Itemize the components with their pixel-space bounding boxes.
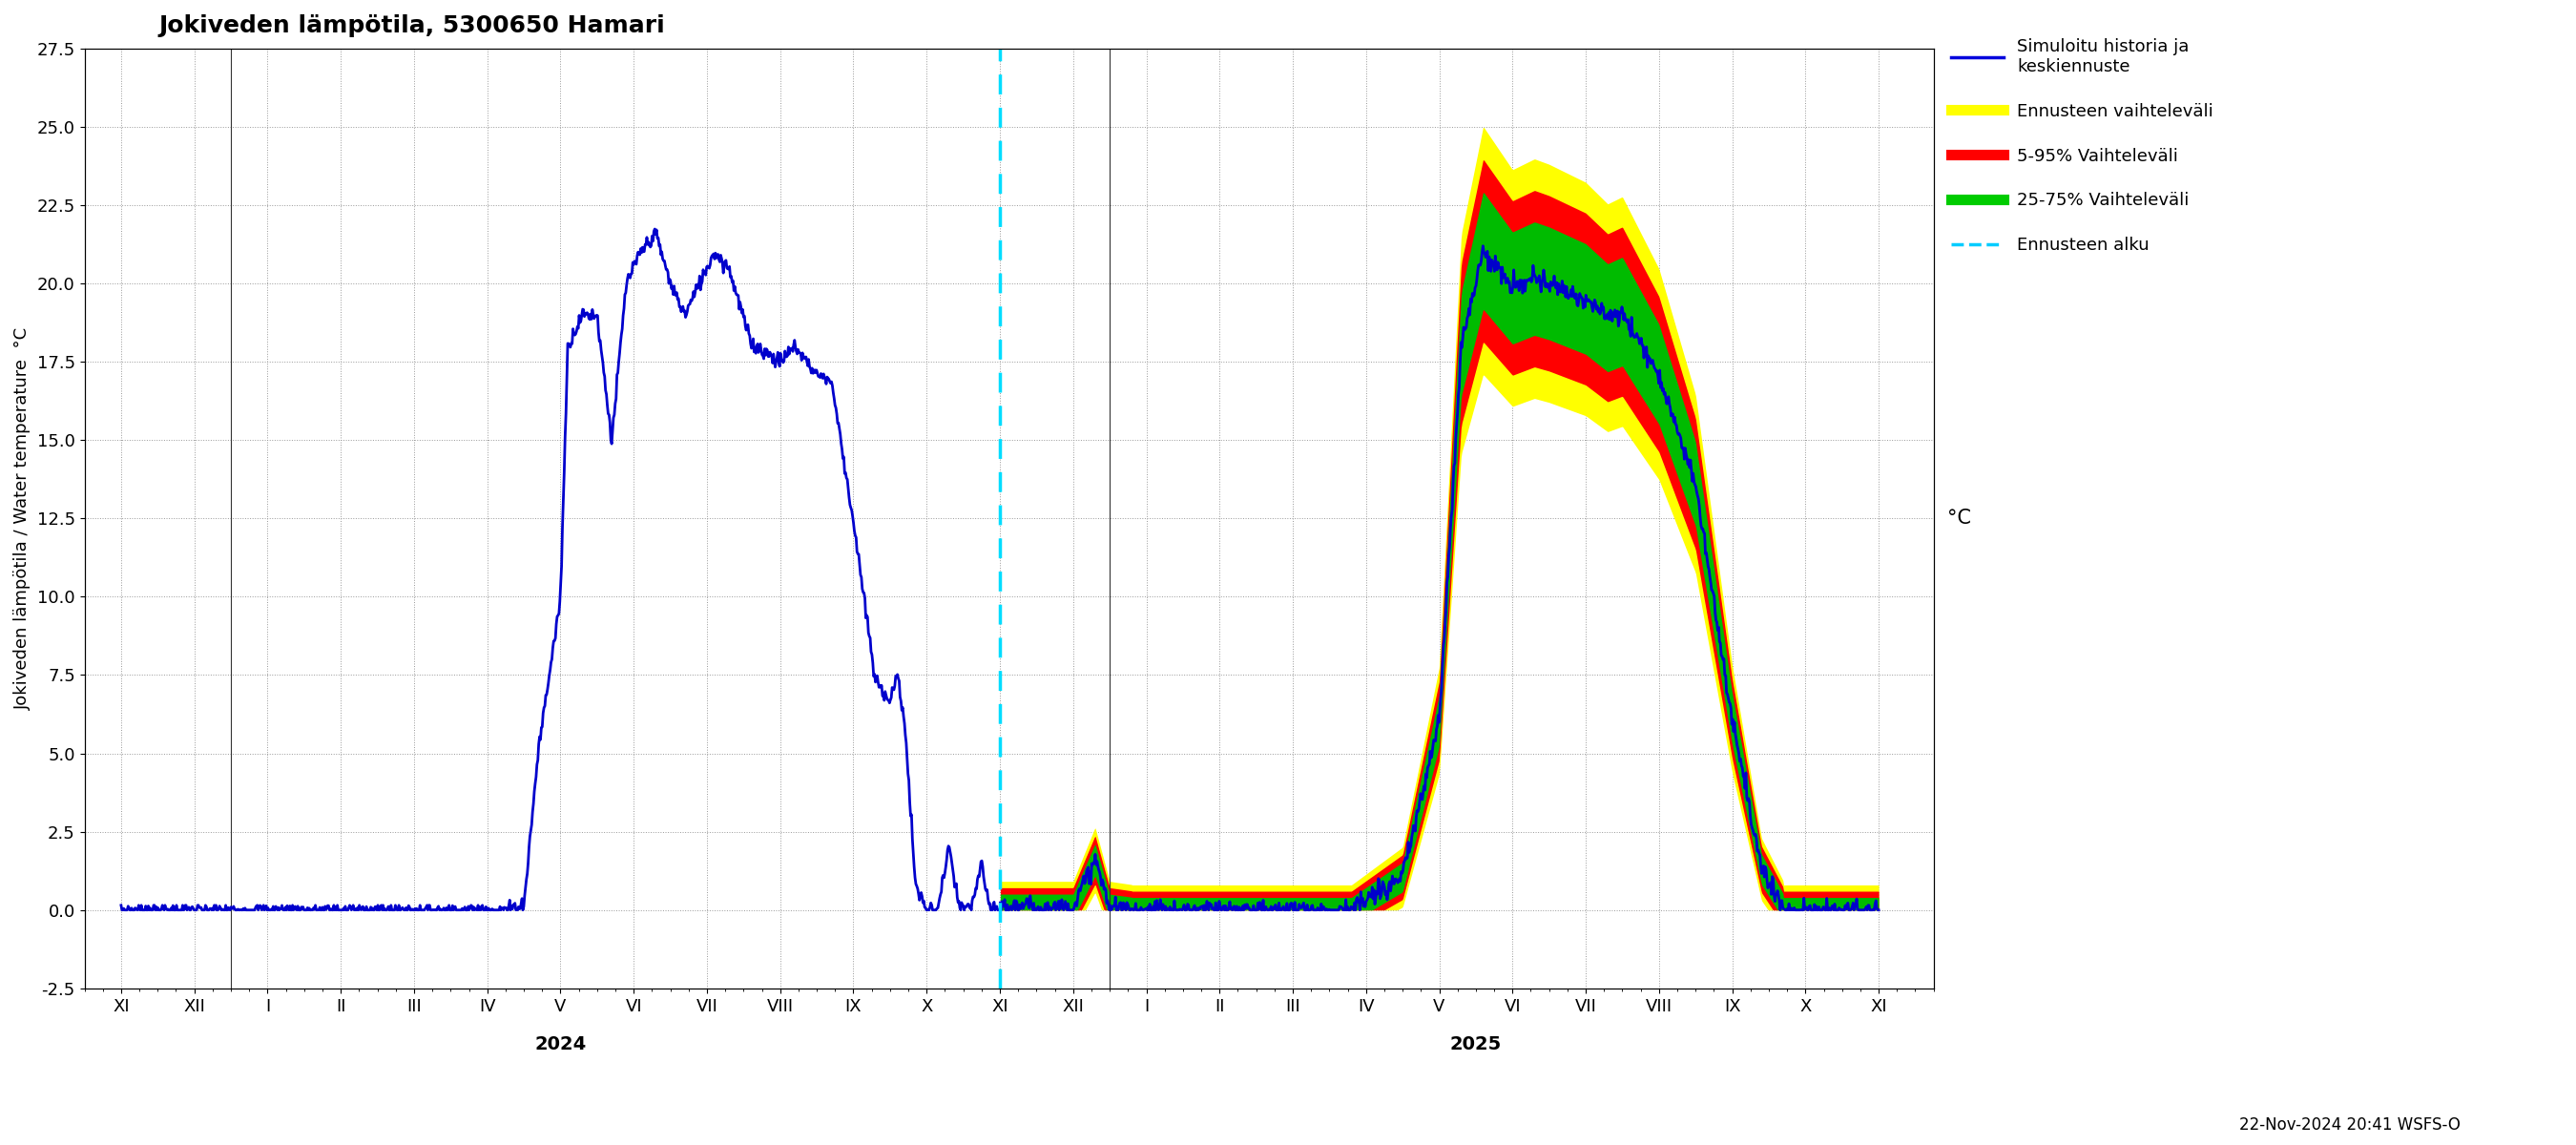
Y-axis label: °C: °C: [1947, 508, 1971, 528]
Text: Jokiveden lämpötila, 5300650 Hamari: Jokiveden lämpötila, 5300650 Hamari: [160, 14, 665, 37]
Text: 2025: 2025: [1450, 1035, 1502, 1053]
Y-axis label: Jokiveden lämpötila / Water temperature  °C: Jokiveden lämpötila / Water temperature …: [15, 327, 31, 710]
Text: 22-Nov-2024 20:41 WSFS-O: 22-Nov-2024 20:41 WSFS-O: [2239, 1116, 2460, 1134]
Legend: Simuloitu historia ja
keskiennuste, Ennusteen vaihteleväli, 5-95% Vaihteleväli, : Simuloitu historia ja keskiennuste, Ennu…: [1953, 38, 2213, 254]
Text: 2024: 2024: [536, 1035, 587, 1053]
